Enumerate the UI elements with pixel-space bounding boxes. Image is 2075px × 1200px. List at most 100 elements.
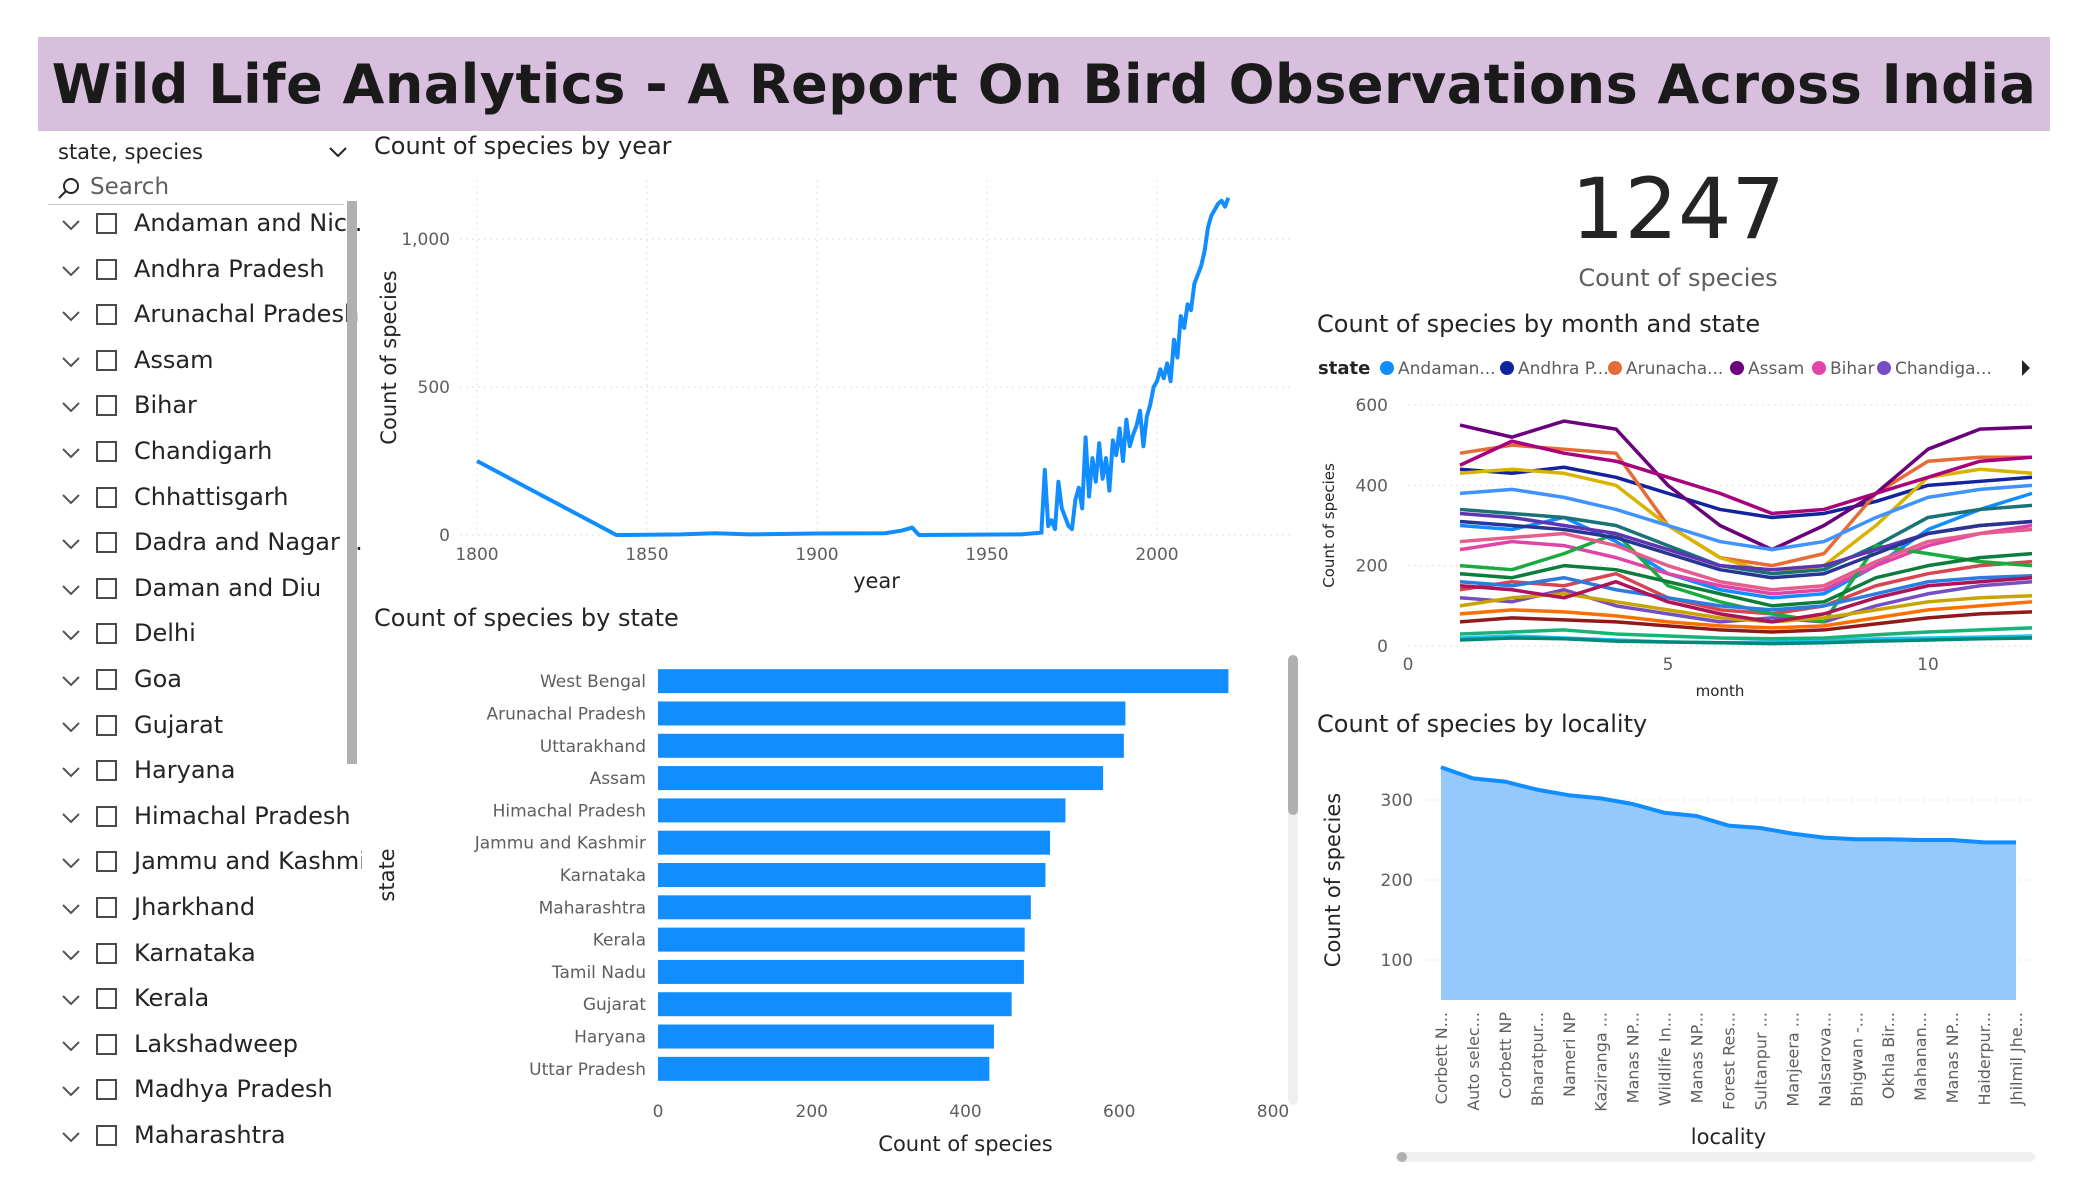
slicer-checkbox[interactable] bbox=[96, 441, 117, 462]
month-state-line-chart: state Andaman... Andhra P... Arunacha... Ass… bbox=[1318, 358, 2033, 700]
chevron-down-icon[interactable] bbox=[60, 900, 82, 918]
x-tick-label: 10 bbox=[1917, 655, 1939, 675]
chevron-down-icon[interactable] bbox=[60, 307, 82, 325]
legend-marker bbox=[1500, 361, 1514, 375]
slicer-item[interactable]: Andaman and Nic... bbox=[44, 208, 362, 248]
chevron-down-icon[interactable] bbox=[60, 1037, 82, 1055]
slicer-item-label: Arunachal Pradesh bbox=[134, 300, 360, 329]
slicer-item[interactable]: Dadra and Nagar ... bbox=[44, 527, 362, 567]
slicer-item[interactable]: Kerala bbox=[44, 983, 362, 1023]
chevron-down-icon[interactable] bbox=[60, 809, 82, 827]
slicer-checkbox[interactable] bbox=[96, 395, 117, 417]
slicer-checkbox[interactable] bbox=[96, 258, 117, 280]
month-series-line bbox=[1459, 439, 2033, 516]
slicer-item[interactable]: Goa bbox=[44, 664, 362, 704]
slicer-item[interactable]: Jammu and Kashmir bbox=[44, 846, 362, 886]
legend-marker bbox=[1730, 361, 1744, 375]
chevron-down-icon[interactable] bbox=[60, 718, 82, 736]
x-tick-label: 1950 bbox=[965, 545, 1008, 565]
state-bar bbox=[658, 927, 1025, 952]
slicer-item-label: Jharkhand bbox=[134, 893, 256, 921]
state-bar-chart: 0 200 400 600 800 West Bengal Arunachal Prades… bbox=[375, 655, 1298, 1156]
slicer-checkbox[interactable] bbox=[96, 213, 117, 234]
state-species-slicer[interactable]: state, species Search Andaman and Nic...… bbox=[44, 136, 362, 1176]
slicer-checkbox[interactable] bbox=[96, 1079, 117, 1101]
chevron-down-icon[interactable] bbox=[60, 262, 82, 280]
chevron-down-icon[interactable] bbox=[60, 946, 82, 964]
slicer-checkbox[interactable] bbox=[96, 851, 117, 873]
chevron-down-icon[interactable] bbox=[60, 444, 82, 462]
chevron-down-icon[interactable] bbox=[60, 216, 82, 234]
legend-title: state bbox=[1318, 358, 1370, 379]
slicer-item[interactable]: Maharashtra bbox=[44, 1120, 362, 1160]
slicer-checkbox[interactable] bbox=[96, 897, 117, 918]
x-tick-label: 200 bbox=[796, 1102, 828, 1122]
category-label: Wildlife In... bbox=[1656, 1012, 1675, 1106]
chevron-down-icon[interactable] bbox=[60, 1082, 82, 1100]
slicer-item[interactable]: Jharkhand bbox=[44, 892, 362, 932]
slicer-checkbox[interactable] bbox=[96, 532, 117, 554]
slicer-checkbox[interactable] bbox=[96, 486, 117, 508]
chevron-down-icon[interactable] bbox=[60, 626, 82, 644]
chart-scrollbar-thumb bbox=[1397, 1152, 1407, 1162]
slicer-checkbox[interactable] bbox=[96, 942, 117, 964]
slicer-checkbox[interactable] bbox=[96, 304, 117, 326]
slicer-item[interactable]: Himachal Pradesh bbox=[44, 801, 362, 841]
slicer-checkbox[interactable] bbox=[96, 349, 117, 371]
slicer-scrollbar[interactable] bbox=[347, 201, 357, 764]
chevron-down-icon[interactable] bbox=[60, 991, 82, 1009]
state-bar bbox=[658, 733, 1124, 758]
slicer-item[interactable]: Haryana bbox=[44, 755, 362, 795]
slicer-item-label: Dadra and Nagar ... bbox=[134, 528, 362, 557]
month-series-line bbox=[1459, 483, 2033, 552]
locality-area-chart: 100 200 300 Corbett N... Auto selec... Corbet… bbox=[1321, 765, 2035, 1162]
slicer-checkbox[interactable] bbox=[96, 623, 117, 645]
slicer-item[interactable]: Gujarat bbox=[44, 710, 362, 750]
chevron-down-icon[interactable] bbox=[60, 672, 82, 690]
y-tick-label: 1,000 bbox=[401, 230, 450, 250]
chevron-down-icon[interactable] bbox=[324, 140, 352, 164]
slicer-item[interactable]: Madhya Pradesh bbox=[44, 1074, 362, 1114]
slicer-checkbox[interactable] bbox=[96, 805, 117, 827]
slicer-item-label: Daman and Diu bbox=[134, 573, 322, 602]
slicer-checkbox[interactable] bbox=[96, 1125, 117, 1146]
slicer-item[interactable]: Arunachal Pradesh bbox=[44, 299, 362, 339]
search-icon bbox=[58, 178, 79, 199]
chevron-down-icon[interactable] bbox=[60, 854, 82, 872]
x-tick-label: 1850 bbox=[625, 545, 668, 565]
category-label: West Bengal bbox=[540, 672, 646, 692]
legend-marker bbox=[1380, 361, 1394, 375]
chevron-down-icon[interactable] bbox=[60, 1128, 82, 1146]
slicer-checkbox[interactable] bbox=[96, 714, 117, 736]
slicer-checkbox[interactable] bbox=[96, 988, 117, 1010]
month-series-line bbox=[1459, 465, 2033, 520]
slicer-item[interactable]: Bihar bbox=[44, 390, 362, 430]
chevron-down-icon[interactable] bbox=[60, 398, 82, 416]
slicer-item[interactable]: Lakshadweep bbox=[44, 1029, 362, 1069]
slicer-checkbox[interactable] bbox=[96, 577, 117, 599]
chevron-down-icon[interactable] bbox=[60, 353, 82, 371]
slicer-item[interactable]: Andhra Pradesh bbox=[44, 254, 362, 294]
slicer-checkbox[interactable] bbox=[96, 669, 117, 690]
slicer-item[interactable]: Daman and Diu bbox=[44, 573, 362, 613]
category-label: Forest Res... bbox=[1720, 1012, 1739, 1110]
month-series-line bbox=[1459, 491, 2033, 600]
slicer-item[interactable]: Assam bbox=[44, 345, 362, 385]
slicer-checkbox[interactable] bbox=[96, 1033, 117, 1055]
chevron-down-icon[interactable] bbox=[60, 581, 82, 599]
slicer-item[interactable]: Chandigarh bbox=[44, 436, 362, 476]
slicer-item-label: Andaman and Nic... bbox=[134, 209, 362, 237]
category-label: Jammu and Kashmir bbox=[474, 834, 646, 854]
slicer-item[interactable]: Delhi bbox=[44, 618, 362, 658]
chevron-down-icon[interactable] bbox=[60, 535, 82, 553]
chevron-down-icon[interactable] bbox=[60, 763, 82, 781]
slicer-item[interactable]: Karnataka bbox=[44, 938, 362, 978]
category-label: Manjeera ... bbox=[1783, 1012, 1802, 1107]
slicer-item[interactable]: Chhattisgarh bbox=[44, 482, 362, 522]
slicer-checkbox[interactable] bbox=[96, 760, 117, 782]
slicer-item-label: Chhattisgarh bbox=[134, 482, 289, 511]
title-banner: Wild Life Analytics - A Report On Bird O… bbox=[38, 37, 2050, 131]
state-bar bbox=[658, 959, 1024, 984]
search-input[interactable]: Search bbox=[56, 172, 346, 204]
chevron-down-icon[interactable] bbox=[60, 490, 82, 508]
